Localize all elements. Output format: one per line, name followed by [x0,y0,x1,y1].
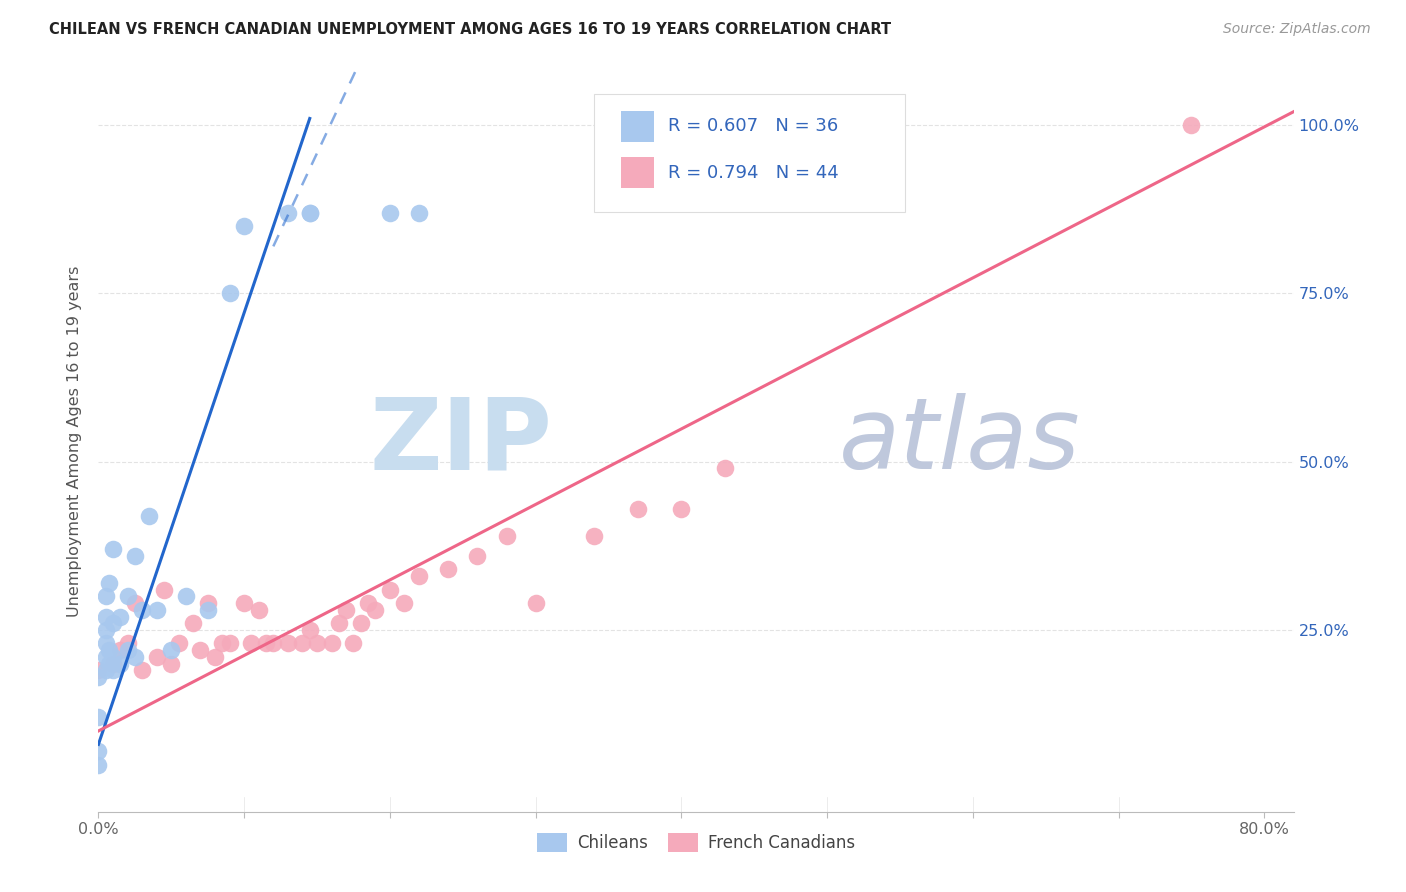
Point [357,596,380,610]
Point [714,461,737,475]
Point [101,664,124,678]
Point [524,596,547,610]
Point [117,643,139,657]
Point [101,542,124,557]
Point [240,636,263,650]
Text: Source: ZipAtlas.com: Source: ZipAtlas.com [1223,22,1371,37]
Point [110,657,132,671]
Legend: Chileans, French Canadians: Chileans, French Canadians [530,826,862,859]
Point [495,529,517,543]
Point [131,664,153,678]
Text: atlas: atlas [839,393,1081,490]
Point [101,649,124,664]
Point [110,643,132,657]
Point [277,205,299,219]
Point [145,603,167,617]
Point [394,596,416,610]
Point [298,623,321,637]
Point [305,636,328,650]
Point [131,603,153,617]
Point [87,664,110,678]
Point [211,636,233,650]
Point [408,569,430,583]
Point [94,590,117,604]
Point [298,205,321,219]
Point [350,616,373,631]
Point [97,643,120,657]
Point [167,636,190,650]
Point [94,636,117,650]
Point [160,643,183,657]
Point [87,744,110,758]
FancyBboxPatch shape [620,111,654,142]
Point [218,636,240,650]
Point [254,636,277,650]
Point [101,616,124,631]
Point [582,529,605,543]
Point [262,636,284,650]
Point [328,616,350,631]
Text: ZIP: ZIP [370,393,553,490]
Point [627,501,650,516]
Point [291,636,314,650]
Point [160,657,183,671]
Point [190,643,212,657]
Point [101,657,124,671]
Text: CHILEAN VS FRENCH CANADIAN UNEMPLOYMENT AMONG AGES 16 TO 19 YEARS CORRELATION CH: CHILEAN VS FRENCH CANADIAN UNEMPLOYMENT … [49,22,891,37]
Point [204,649,226,664]
Y-axis label: Unemployment Among Ages 16 to 19 years: Unemployment Among Ages 16 to 19 years [67,266,83,617]
Point [321,636,343,650]
Point [138,508,160,523]
Point [124,649,146,664]
Point [97,575,120,590]
Point [117,590,139,604]
Point [298,205,321,219]
Point [408,205,430,219]
Point [110,609,132,624]
Point [153,582,176,597]
Point [87,757,110,772]
Point [1180,118,1202,132]
Point [124,549,146,563]
Point [277,636,299,650]
Point [94,664,117,678]
FancyBboxPatch shape [595,94,905,212]
Point [87,670,110,684]
Point [335,603,357,617]
Point [197,596,219,610]
Point [124,596,146,610]
Point [247,603,270,617]
Point [94,649,117,664]
Point [174,590,197,604]
Point [671,501,693,516]
Text: R = 0.794   N = 44: R = 0.794 N = 44 [668,164,839,182]
Point [233,219,256,234]
Point [145,649,167,664]
Point [94,623,117,637]
Point [364,603,387,617]
Point [233,596,256,610]
FancyBboxPatch shape [620,157,654,188]
Point [467,549,489,563]
Point [218,286,240,301]
Point [197,603,219,617]
Point [87,710,110,724]
Point [437,562,460,576]
Text: R = 0.607   N = 36: R = 0.607 N = 36 [668,117,839,136]
Point [378,582,401,597]
Point [378,205,401,219]
Point [117,636,139,650]
Point [181,616,204,631]
Point [97,657,120,671]
Point [342,636,364,650]
Point [94,609,117,624]
